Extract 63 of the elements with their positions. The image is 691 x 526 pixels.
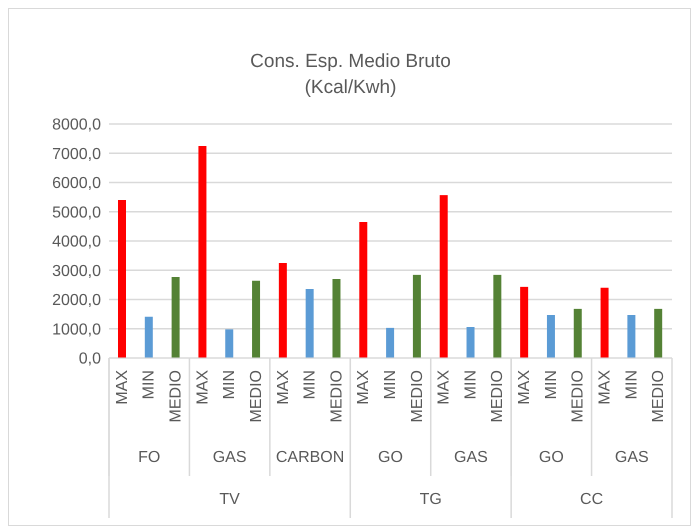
y-tick-label: 1000,0	[52, 321, 102, 338]
x-tick-label: MIN	[462, 370, 480, 400]
text: GO	[378, 449, 403, 466]
x-tick-label: MEDIO	[570, 370, 587, 422]
x-tick-label: MAX	[194, 370, 212, 405]
bar	[493, 274, 502, 358]
bar	[278, 262, 287, 358]
text: TG	[420, 491, 442, 508]
bar	[386, 328, 394, 358]
bar	[359, 222, 368, 358]
x-tick-label: MIN	[140, 370, 158, 400]
bar	[574, 308, 582, 358]
bar	[520, 286, 528, 358]
y-tick-label: 5000,0	[52, 204, 102, 222]
x-tick-label: MEDIO	[650, 370, 668, 422]
bar	[306, 288, 314, 358]
text: GAS	[212, 449, 247, 466]
y-tick-label: 7000,0	[52, 146, 102, 163]
bar	[144, 316, 153, 358]
text: TV	[219, 491, 240, 508]
bar	[654, 308, 662, 358]
x-tick-label: MAX	[274, 370, 292, 405]
y-tick-label: 4000,0	[52, 234, 102, 251]
x-tick-label: MAX	[516, 370, 534, 405]
text: GAS	[454, 449, 488, 466]
x-tick-label: MAX	[114, 370, 131, 405]
bar	[627, 315, 636, 358]
y-tick-label: 6000,0	[52, 175, 102, 192]
x-tick-label: MIN	[302, 370, 319, 400]
bar	[118, 200, 126, 358]
x-tick-label: MAX	[436, 370, 453, 405]
bar	[198, 146, 206, 358]
x-tick-label: MEDIO	[489, 370, 506, 422]
y-tick-label: 2000,0	[52, 292, 102, 310]
bar	[225, 329, 234, 358]
text: FO	[138, 449, 160, 466]
y-tick-label: 8000,0	[52, 116, 102, 134]
chart-title: Cons. Esp. Medio Bruto	[249, 50, 452, 74]
x-tick-label: MIN	[623, 370, 640, 400]
bar	[466, 326, 475, 358]
x-tick-label: MEDIO	[168, 370, 185, 422]
text: GAS	[614, 449, 649, 466]
x-tick-label: MAX	[596, 370, 614, 405]
x-tick-label: MAX	[355, 370, 372, 405]
bar	[172, 276, 180, 358]
x-tick-label: MEDIO	[328, 370, 346, 422]
bar	[600, 288, 609, 358]
bar	[252, 280, 260, 358]
bar	[546, 315, 555, 358]
x-tick-label: MEDIO	[248, 370, 265, 422]
bar	[332, 279, 340, 358]
y-tick-label: 0,0	[78, 350, 102, 368]
x-tick-label: MIN	[542, 370, 560, 400]
text: GO	[538, 449, 564, 466]
y-tick-label: 3000,0	[52, 262, 102, 280]
bar	[440, 195, 448, 358]
chart-subtitle: (Kcal/Kwh)	[304, 76, 398, 100]
bar	[412, 274, 421, 358]
x-tick-label: MIN	[221, 370, 238, 400]
x-tick-label: MEDIO	[408, 370, 426, 422]
text: CC	[580, 491, 604, 508]
x-tick-label: MIN	[382, 370, 399, 400]
text: CARBON	[276, 449, 344, 466]
